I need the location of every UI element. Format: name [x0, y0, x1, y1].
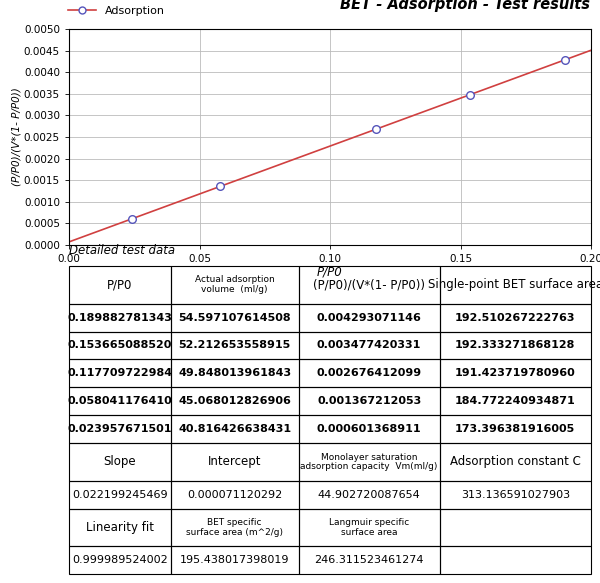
Text: 173.396381916005: 173.396381916005	[455, 424, 575, 434]
Text: 192.333271868128: 192.333271868128	[455, 340, 575, 350]
Text: BET specific
surface area (m^2/g): BET specific surface area (m^2/g)	[186, 518, 283, 537]
Text: 0.999989524002: 0.999989524002	[72, 555, 168, 566]
Text: Intercept: Intercept	[208, 455, 262, 469]
Text: 0.004293071146: 0.004293071146	[317, 312, 422, 322]
Text: 195.438017398019: 195.438017398019	[180, 555, 289, 566]
Text: 0.000601368911: 0.000601368911	[317, 424, 421, 434]
Text: P/P0: P/P0	[107, 278, 133, 292]
Text: Linearity fit: Linearity fit	[86, 521, 154, 534]
Text: 52.212653558915: 52.212653558915	[179, 340, 291, 350]
Text: 54.597107614508: 54.597107614508	[178, 312, 291, 322]
Text: 0.058041176410: 0.058041176410	[68, 396, 172, 406]
Text: 313.136591027903: 313.136591027903	[461, 490, 570, 500]
Text: Monolayer saturation
adsorption capacity  Vm(ml/g): Monolayer saturation adsorption capacity…	[301, 452, 438, 471]
Text: 184.772240934871: 184.772240934871	[455, 396, 575, 406]
Text: 0.000071120292: 0.000071120292	[187, 490, 283, 500]
Text: Slope: Slope	[104, 455, 136, 469]
Text: 246.311523461274: 246.311523461274	[314, 555, 424, 566]
Text: Adsorption constant C: Adsorption constant C	[450, 455, 581, 469]
Legend: Adsorption: Adsorption	[64, 1, 169, 20]
Text: 0.001367212053: 0.001367212053	[317, 396, 421, 406]
Text: 49.848013961843: 49.848013961843	[178, 368, 291, 378]
Text: 40.816426638431: 40.816426638431	[178, 424, 291, 434]
Text: Actual adsorption
volume  (ml/g): Actual adsorption volume (ml/g)	[195, 275, 275, 294]
X-axis label: P/P0: P/P0	[317, 265, 343, 279]
Text: (P/P0)/(V*(1- P/P0)): (P/P0)/(V*(1- P/P0))	[313, 278, 425, 292]
Text: Single-point BET surface area: Single-point BET surface area	[428, 278, 600, 292]
Text: 0.023957671501: 0.023957671501	[68, 424, 172, 434]
Text: 0.153665088520: 0.153665088520	[68, 340, 172, 350]
Text: 191.423719780960: 191.423719780960	[455, 368, 575, 378]
Text: 0.117709722984: 0.117709722984	[67, 368, 172, 378]
Text: 44.902720087654: 44.902720087654	[318, 490, 421, 500]
Text: 45.068012826906: 45.068012826906	[178, 396, 291, 406]
Text: 0.002676412099: 0.002676412099	[317, 368, 422, 378]
Text: 0.022199245469: 0.022199245469	[72, 490, 168, 500]
Text: 192.510267222763: 192.510267222763	[455, 312, 575, 322]
Text: 0.003477420331: 0.003477420331	[317, 340, 421, 350]
Text: BET - Adsorption - Test results: BET - Adsorption - Test results	[340, 0, 590, 12]
Text: 0.189882781343: 0.189882781343	[67, 312, 172, 322]
Y-axis label: (P/P0)/(V*(1- P/P0)): (P/P0)/(V*(1- P/P0))	[11, 87, 21, 187]
Text: Langmuir specific
surface area: Langmuir specific surface area	[329, 518, 409, 537]
Text: Detailed test data: Detailed test data	[69, 244, 175, 257]
